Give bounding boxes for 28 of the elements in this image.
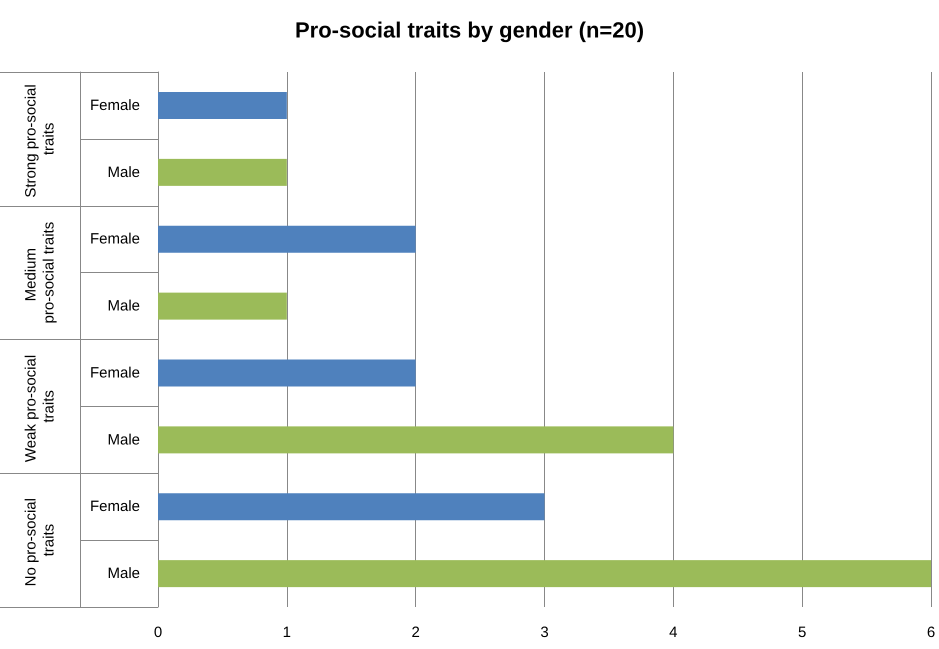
text: Strong pro-social traits [22, 80, 58, 198]
y-tick-label: Female [90, 364, 140, 382]
x-tick-label: 0 [154, 624, 162, 641]
bar [158, 560, 931, 588]
bar [158, 493, 544, 520]
x-tick-label: 1 [282, 624, 292, 641]
x-tick-label: 4 [669, 624, 678, 641]
y-tick-label: Male [107, 565, 140, 582]
bar [158, 226, 416, 253]
x-tick-label: 3 [540, 624, 549, 641]
y-tick-label: Male [107, 164, 140, 181]
bar [158, 426, 674, 454]
y-tick-label: Female [90, 230, 140, 248]
y-tick-label: Male [107, 298, 140, 315]
text: Medium pro-social traits [22, 222, 58, 324]
bar [158, 359, 416, 386]
chart-title: Pro-social traits by gender (n=20) [294, 18, 644, 42]
y-tick-label: Female [90, 96, 140, 114]
x-tick-label: 6 [926, 624, 936, 641]
x-tick-label: 5 [798, 624, 806, 641]
x-tick-label: 2 [411, 624, 420, 641]
bar [158, 292, 287, 320]
y-tick-label: Male [107, 431, 140, 448]
y-tick-label: Female [90, 498, 140, 516]
text: No pro-social traits [22, 494, 58, 586]
bar [158, 92, 287, 119]
bar [158, 158, 287, 186]
text: Weak pro-social traits [22, 350, 58, 462]
